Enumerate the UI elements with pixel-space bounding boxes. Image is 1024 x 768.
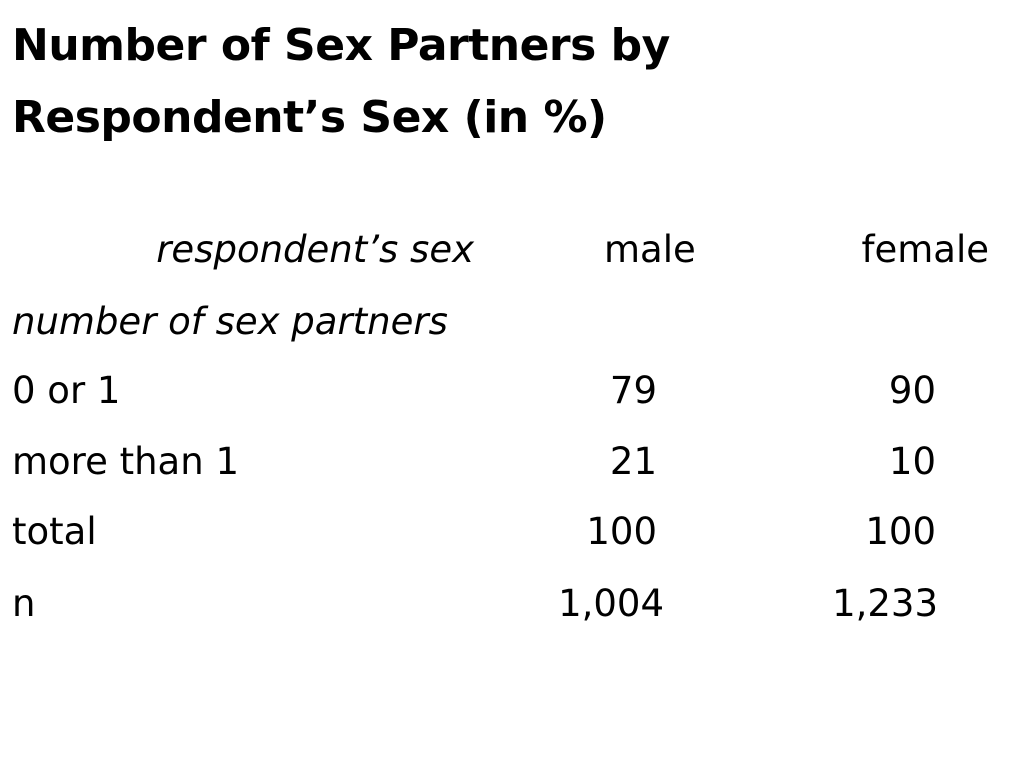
cell-female-0-or-1: 90 bbox=[888, 369, 936, 412]
page-title: Number of Sex Partners by Respondent’s S… bbox=[12, 10, 670, 154]
row-label-more-than-1: more than 1 bbox=[12, 440, 239, 483]
cell-male-total: 100 bbox=[586, 510, 657, 553]
row-label-n: n bbox=[12, 582, 36, 625]
cell-female-total: 100 bbox=[865, 510, 936, 553]
column-header-female: female bbox=[861, 228, 989, 271]
title-line-1: Number of Sex Partners by bbox=[12, 20, 670, 71]
cell-female-more-than-1: 10 bbox=[888, 440, 936, 483]
row-label-0-or-1: 0 or 1 bbox=[12, 369, 121, 412]
cell-female-n: 1,233 bbox=[832, 582, 938, 625]
cell-male-more-than-1: 21 bbox=[609, 440, 657, 483]
row-group-label: number of sex partners bbox=[12, 300, 448, 343]
cell-male-n: 1,004 bbox=[558, 582, 664, 625]
title-line-2: Respondent’s Sex (in %) bbox=[12, 92, 607, 143]
column-group-label: respondent’s sex bbox=[156, 228, 474, 271]
cell-male-0-or-1: 79 bbox=[609, 369, 657, 412]
column-header-male: male bbox=[604, 228, 696, 271]
row-label-total: total bbox=[12, 510, 97, 553]
